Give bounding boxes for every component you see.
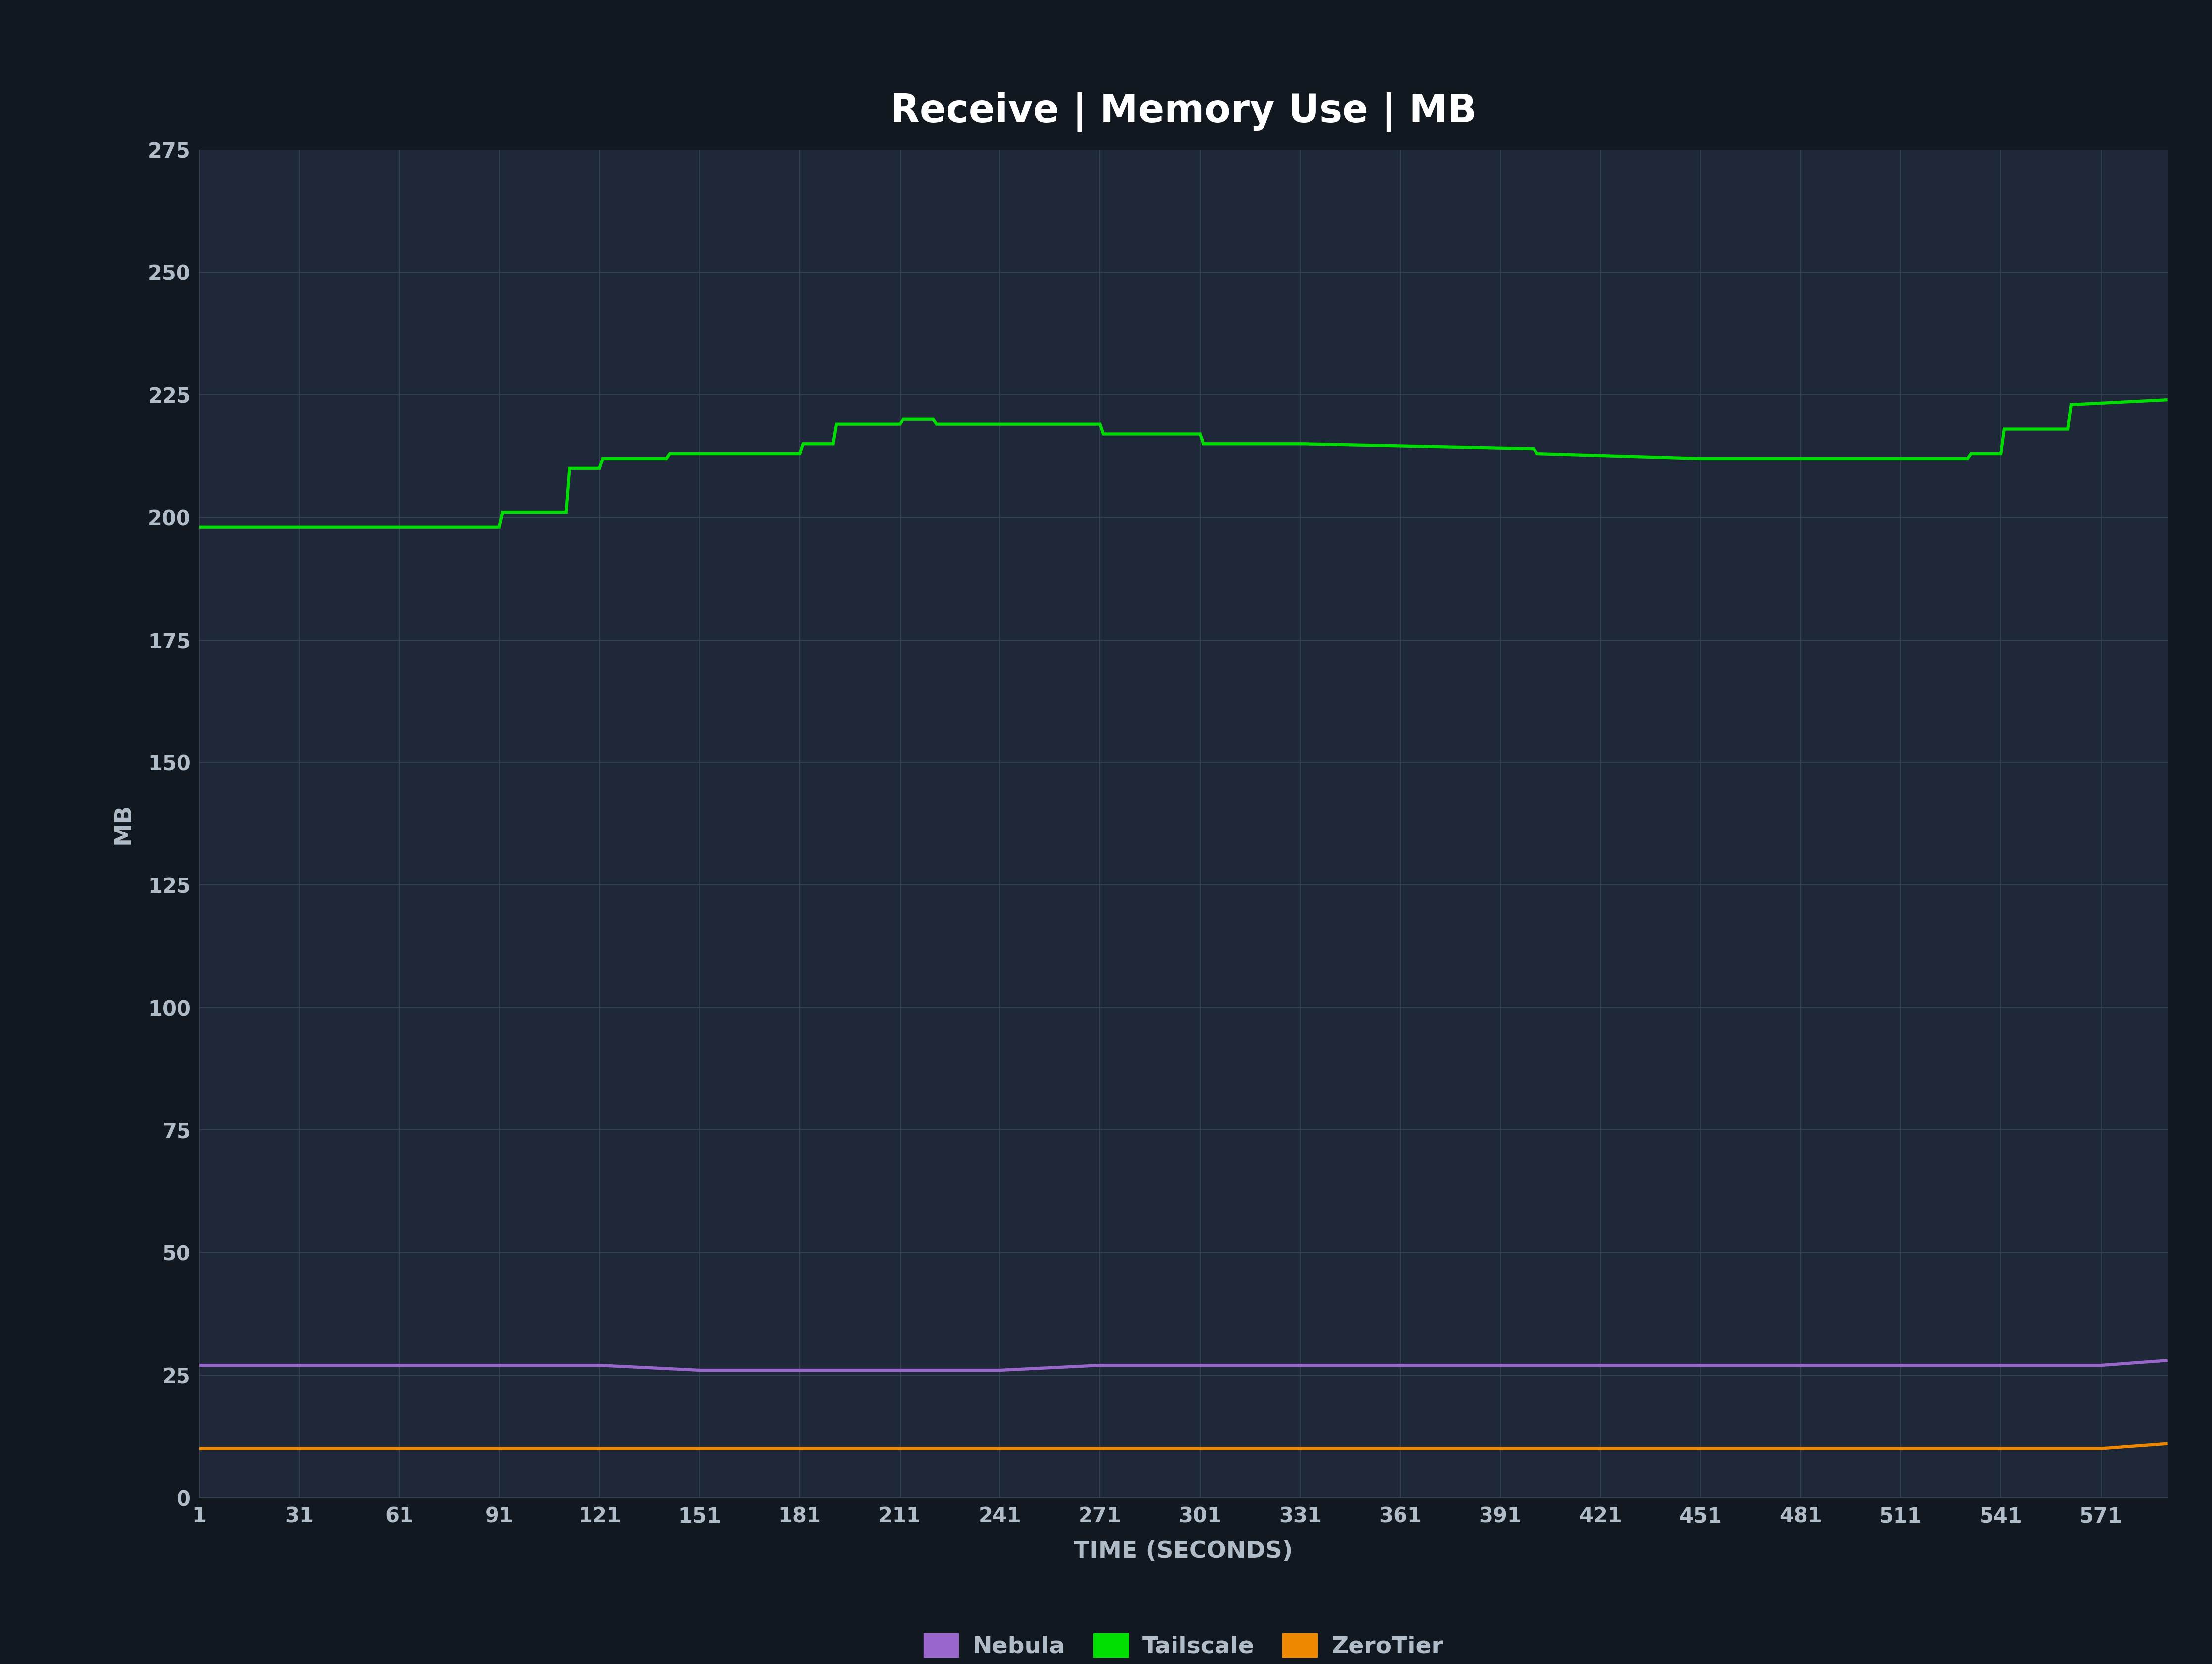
ZeroTier: [586, 1439, 613, 1459]
Line: ZeroTier: ZeroTier: [199, 1444, 2168, 1449]
Line: Nebula: Nebula: [199, 1361, 2168, 1369]
Tailscale: [489, 503, 515, 522]
Nebula: [186, 1354, 212, 1374]
ZeroTier: [1086, 1439, 1113, 1459]
Tailscale: [1524, 444, 1551, 464]
Tailscale: [653, 449, 679, 469]
Tailscale: [1086, 414, 1113, 434]
Nebula: [686, 1359, 712, 1379]
Nebula: [1387, 1354, 1413, 1374]
Nebula: [1989, 1354, 2015, 1374]
Tailscale: [1989, 444, 2015, 464]
Nebula: [787, 1359, 814, 1379]
Tailscale: [1190, 434, 1217, 454]
Tailscale: [887, 414, 914, 434]
ZeroTier: [1486, 1439, 1513, 1459]
Nebula: [285, 1354, 312, 1374]
ZeroTier: [1588, 1439, 1615, 1459]
Tailscale: [1991, 419, 2017, 439]
ZeroTier: [787, 1439, 814, 1459]
ZeroTier: [285, 1439, 312, 1459]
Tailscale: [186, 518, 212, 537]
Tailscale: [2154, 389, 2181, 409]
Nebula: [887, 1359, 914, 1379]
ZeroTier: [387, 1439, 414, 1459]
ZeroTier: [487, 1439, 513, 1459]
Nebula: [1188, 1354, 1214, 1374]
Nebula: [1688, 1354, 1714, 1374]
Tailscale: [686, 444, 712, 464]
Nebula: [1287, 1354, 1314, 1374]
X-axis label: TIME (SECONDS): TIME (SECONDS): [1073, 1541, 1294, 1562]
Line: Tailscale: Tailscale: [199, 399, 2168, 527]
Tailscale: [1958, 444, 1984, 464]
Tailscale: [790, 434, 816, 454]
Tailscale: [553, 503, 580, 522]
Tailscale: [690, 444, 717, 464]
ZeroTier: [1787, 1439, 1814, 1459]
ZeroTier: [186, 1439, 212, 1459]
Tailscale: [1520, 439, 1546, 459]
Tailscale: [591, 449, 617, 469]
Nebula: [1588, 1354, 1615, 1374]
ZeroTier: [1688, 1439, 1714, 1459]
Tailscale: [1690, 449, 1717, 469]
Nebula: [487, 1354, 513, 1374]
Nebula: [387, 1354, 414, 1374]
Tailscale: [1953, 449, 1980, 469]
Tailscale: [920, 409, 947, 429]
Nebula: [1086, 1354, 1113, 1374]
Tailscale: [787, 444, 814, 464]
ZeroTier: [686, 1439, 712, 1459]
ZeroTier: [987, 1439, 1013, 1459]
Nebula: [586, 1354, 613, 1374]
Tailscale: [889, 409, 916, 429]
Nebula: [1787, 1354, 1814, 1374]
Legend: Nebula, Tailscale, ZeroTier: Nebula, Tailscale, ZeroTier: [914, 1624, 1453, 1664]
ZeroTier: [887, 1439, 914, 1459]
Tailscale: [1091, 424, 1117, 444]
Nebula: [2154, 1351, 2181, 1371]
ZeroTier: [2088, 1439, 2115, 1459]
ZeroTier: [1387, 1439, 1413, 1459]
ZeroTier: [1188, 1439, 1214, 1459]
Tailscale: [821, 434, 847, 454]
Tailscale: [657, 444, 684, 464]
Tailscale: [1287, 434, 1314, 454]
Tailscale: [2055, 419, 2081, 439]
Tailscale: [555, 458, 582, 478]
ZeroTier: [2154, 1434, 2181, 1454]
Title: Receive | Memory Use | MB: Receive | Memory Use | MB: [889, 93, 1478, 131]
Tailscale: [487, 518, 513, 537]
Tailscale: [586, 458, 613, 478]
Nebula: [1887, 1354, 1913, 1374]
Tailscale: [823, 414, 849, 434]
Y-axis label: MB: MB: [113, 804, 135, 844]
Nebula: [1486, 1354, 1513, 1374]
Tailscale: [922, 414, 949, 434]
Tailscale: [1188, 424, 1214, 444]
Tailscale: [1290, 434, 1316, 454]
Nebula: [2088, 1354, 2115, 1374]
ZeroTier: [1287, 1439, 1314, 1459]
Nebula: [987, 1359, 1013, 1379]
ZeroTier: [1887, 1439, 1913, 1459]
Tailscale: [2057, 394, 2084, 414]
Tailscale: [1688, 449, 1714, 469]
ZeroTier: [1989, 1439, 2015, 1459]
